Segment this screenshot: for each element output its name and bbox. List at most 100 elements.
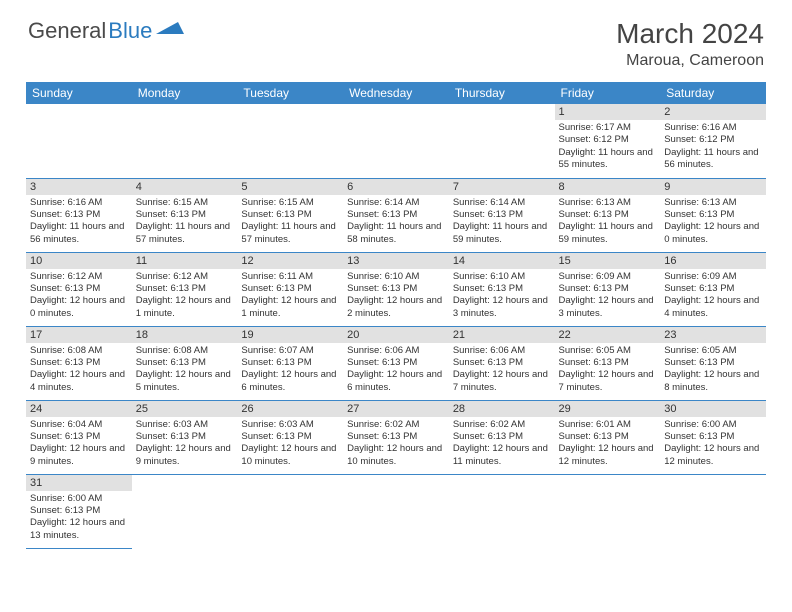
day-details: Sunrise: 6:06 AMSunset: 6:13 PMDaylight:… — [449, 343, 555, 396]
calendar-cell: 31Sunrise: 6:00 AMSunset: 6:13 PMDayligh… — [26, 474, 132, 548]
sunset-text: Sunset: 6:13 PM — [664, 283, 762, 295]
daylight-text: Daylight: 11 hours and 57 minutes. — [136, 221, 234, 246]
daylight-text: Daylight: 12 hours and 1 minute. — [241, 295, 339, 320]
calendar-cell: 28Sunrise: 6:02 AMSunset: 6:13 PMDayligh… — [449, 400, 555, 474]
day-number: 16 — [660, 253, 766, 269]
calendar-table: Sunday Monday Tuesday Wednesday Thursday… — [26, 82, 766, 549]
daylight-text: Daylight: 11 hours and 56 minutes. — [30, 221, 128, 246]
sunset-text: Sunset: 6:13 PM — [30, 505, 128, 517]
logo-text-blue: Blue — [108, 18, 152, 44]
sunrise-text: Sunrise: 6:03 AM — [136, 419, 234, 431]
calendar-week: 3Sunrise: 6:16 AMSunset: 6:13 PMDaylight… — [26, 178, 766, 252]
calendar-cell — [26, 104, 132, 178]
sunset-text: Sunset: 6:13 PM — [559, 431, 657, 443]
sunset-text: Sunset: 6:13 PM — [664, 209, 762, 221]
daylight-text: Daylight: 12 hours and 0 minutes. — [664, 221, 762, 246]
calendar-cell: 7Sunrise: 6:14 AMSunset: 6:13 PMDaylight… — [449, 178, 555, 252]
day-number: 11 — [132, 253, 238, 269]
logo-text-general: General — [28, 18, 106, 44]
sunrise-text: Sunrise: 6:08 AM — [30, 345, 128, 357]
calendar-cell: 5Sunrise: 6:15 AMSunset: 6:13 PMDaylight… — [237, 178, 343, 252]
daylight-text: Daylight: 11 hours and 56 minutes. — [664, 147, 762, 172]
sunrise-text: Sunrise: 6:05 AM — [559, 345, 657, 357]
daylight-text: Daylight: 12 hours and 10 minutes. — [347, 443, 445, 468]
day-number: 30 — [660, 401, 766, 417]
day-details: Sunrise: 6:04 AMSunset: 6:13 PMDaylight:… — [26, 417, 132, 470]
day-details: Sunrise: 6:02 AMSunset: 6:13 PMDaylight:… — [449, 417, 555, 470]
calendar-cell: 15Sunrise: 6:09 AMSunset: 6:13 PMDayligh… — [555, 252, 661, 326]
calendar-cell: 9Sunrise: 6:13 AMSunset: 6:13 PMDaylight… — [660, 178, 766, 252]
sunset-text: Sunset: 6:13 PM — [241, 283, 339, 295]
daylight-text: Daylight: 11 hours and 58 minutes. — [347, 221, 445, 246]
daylight-text: Daylight: 11 hours and 59 minutes. — [453, 221, 551, 246]
day-header: Wednesday — [343, 82, 449, 104]
day-details: Sunrise: 6:06 AMSunset: 6:13 PMDaylight:… — [343, 343, 449, 396]
day-number: 12 — [237, 253, 343, 269]
daylight-text: Daylight: 11 hours and 57 minutes. — [241, 221, 339, 246]
day-number: 22 — [555, 327, 661, 343]
calendar-cell: 1Sunrise: 6:17 AMSunset: 6:12 PMDaylight… — [555, 104, 661, 178]
calendar-cell: 25Sunrise: 6:03 AMSunset: 6:13 PMDayligh… — [132, 400, 238, 474]
calendar-cell: 21Sunrise: 6:06 AMSunset: 6:13 PMDayligh… — [449, 326, 555, 400]
day-number: 31 — [26, 475, 132, 491]
daylight-text: Daylight: 12 hours and 11 minutes. — [453, 443, 551, 468]
day-details: Sunrise: 6:17 AMSunset: 6:12 PMDaylight:… — [555, 120, 661, 173]
day-details: Sunrise: 6:14 AMSunset: 6:13 PMDaylight:… — [343, 195, 449, 248]
sunrise-text: Sunrise: 6:00 AM — [30, 493, 128, 505]
day-details: Sunrise: 6:12 AMSunset: 6:13 PMDaylight:… — [132, 269, 238, 322]
sunset-text: Sunset: 6:13 PM — [664, 357, 762, 369]
day-number: 1 — [555, 104, 661, 120]
calendar-cell: 13Sunrise: 6:10 AMSunset: 6:13 PMDayligh… — [343, 252, 449, 326]
sunrise-text: Sunrise: 6:07 AM — [241, 345, 339, 357]
day-details: Sunrise: 6:07 AMSunset: 6:13 PMDaylight:… — [237, 343, 343, 396]
daylight-text: Daylight: 12 hours and 1 minute. — [136, 295, 234, 320]
sunrise-text: Sunrise: 6:03 AM — [241, 419, 339, 431]
sunrise-text: Sunrise: 6:16 AM — [30, 197, 128, 209]
calendar-cell — [343, 474, 449, 548]
sunset-text: Sunset: 6:13 PM — [664, 431, 762, 443]
sunrise-text: Sunrise: 6:10 AM — [347, 271, 445, 283]
sunrise-text: Sunrise: 6:12 AM — [30, 271, 128, 283]
sunset-text: Sunset: 6:13 PM — [30, 431, 128, 443]
daylight-text: Daylight: 12 hours and 7 minutes. — [559, 369, 657, 394]
daylight-text: Daylight: 12 hours and 2 minutes. — [347, 295, 445, 320]
day-details: Sunrise: 6:03 AMSunset: 6:13 PMDaylight:… — [237, 417, 343, 470]
day-header-row: Sunday Monday Tuesday Wednesday Thursday… — [26, 82, 766, 104]
day-number: 18 — [132, 327, 238, 343]
daylight-text: Daylight: 12 hours and 9 minutes. — [30, 443, 128, 468]
calendar-cell: 24Sunrise: 6:04 AMSunset: 6:13 PMDayligh… — [26, 400, 132, 474]
day-details: Sunrise: 6:12 AMSunset: 6:13 PMDaylight:… — [26, 269, 132, 322]
day-details: Sunrise: 6:15 AMSunset: 6:13 PMDaylight:… — [132, 195, 238, 248]
daylight-text: Daylight: 12 hours and 5 minutes. — [136, 369, 234, 394]
day-number: 2 — [660, 104, 766, 120]
day-details: Sunrise: 6:00 AMSunset: 6:13 PMDaylight:… — [26, 491, 132, 544]
day-number: 5 — [237, 179, 343, 195]
daylight-text: Daylight: 12 hours and 0 minutes. — [30, 295, 128, 320]
day-number: 8 — [555, 179, 661, 195]
logo: GeneralBlue — [28, 18, 184, 44]
day-number: 21 — [449, 327, 555, 343]
calendar-cell: 22Sunrise: 6:05 AMSunset: 6:13 PMDayligh… — [555, 326, 661, 400]
calendar-cell — [132, 474, 238, 548]
sunrise-text: Sunrise: 6:15 AM — [136, 197, 234, 209]
day-number: 10 — [26, 253, 132, 269]
day-number: 26 — [237, 401, 343, 417]
day-details: Sunrise: 6:02 AMSunset: 6:13 PMDaylight:… — [343, 417, 449, 470]
calendar-week: 31Sunrise: 6:00 AMSunset: 6:13 PMDayligh… — [26, 474, 766, 548]
calendar-cell — [449, 104, 555, 178]
calendar-cell — [555, 474, 661, 548]
sunset-text: Sunset: 6:13 PM — [347, 209, 445, 221]
sunrise-text: Sunrise: 6:13 AM — [559, 197, 657, 209]
sunrise-text: Sunrise: 6:13 AM — [664, 197, 762, 209]
calendar-cell — [132, 104, 238, 178]
day-details: Sunrise: 6:13 AMSunset: 6:13 PMDaylight:… — [660, 195, 766, 248]
sunrise-text: Sunrise: 6:11 AM — [241, 271, 339, 283]
sunset-text: Sunset: 6:13 PM — [241, 357, 339, 369]
day-details: Sunrise: 6:14 AMSunset: 6:13 PMDaylight:… — [449, 195, 555, 248]
calendar-cell: 14Sunrise: 6:10 AMSunset: 6:13 PMDayligh… — [449, 252, 555, 326]
calendar-week: 24Sunrise: 6:04 AMSunset: 6:13 PMDayligh… — [26, 400, 766, 474]
daylight-text: Daylight: 12 hours and 12 minutes. — [559, 443, 657, 468]
calendar-cell — [343, 104, 449, 178]
calendar-cell — [449, 474, 555, 548]
sunset-text: Sunset: 6:13 PM — [347, 283, 445, 295]
